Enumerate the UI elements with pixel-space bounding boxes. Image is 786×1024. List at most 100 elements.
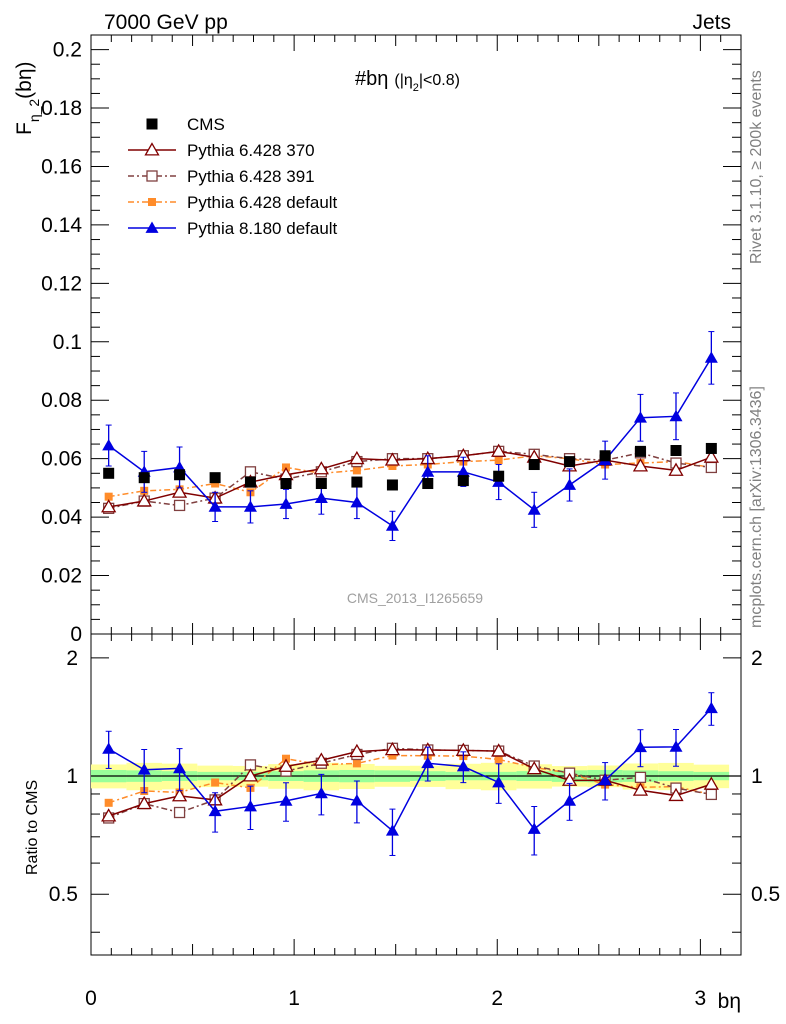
ratio-point-pythia-6-428-370: [278, 758, 294, 772]
ratio-point-pythia-8-180-default: [527, 822, 541, 834]
point-pythia-8-180-default: [563, 478, 577, 490]
ratio-point-pythia-8-180-default: [350, 794, 364, 806]
ratio-point-pythia-6-428-370: [526, 761, 542, 775]
point-cms: [528, 459, 540, 471]
ratio-point-pythia-8-180-default: [173, 761, 187, 774]
point-pythia-8-180-default: [456, 465, 470, 477]
ratio-point-pythia-6-428-391: [634, 771, 647, 784]
ratio-tick-label: 1: [66, 765, 78, 788]
ratio-point-pythia-8-180-default: [243, 799, 257, 812]
point-cms: [138, 472, 150, 484]
ratio-tick-label: 1: [751, 765, 763, 788]
point-cms: [457, 475, 469, 487]
y-tick-label: 0.08: [41, 389, 82, 412]
point-pythia-8-180-default: [102, 439, 116, 451]
ratio-point-pythia-6-428-370: [313, 752, 329, 766]
point-pythia-8-180-default: [527, 503, 541, 515]
point-pythia-6-428-370: [491, 443, 507, 457]
ratio-tick-label: 0.5: [49, 883, 78, 906]
x-axis-label: bη: [718, 990, 741, 1013]
ratio-point-pythia-6-428-370: [171, 788, 188, 802]
point-pythia-8-180-default: [633, 411, 647, 423]
y-tick-label: 0.18: [41, 97, 82, 120]
point-pythia-8-180-default: [421, 465, 435, 477]
ratio-point-pythia-8-180-default: [279, 794, 293, 806]
ratio-point-pythia-8-180-default: [598, 773, 612, 786]
point-pythia-6-428-370: [632, 458, 649, 472]
mcplots-source-label: mcplots.cern.ch [arXiv:1306.3436]: [748, 386, 765, 628]
ratio-point-pythia-6-428-370: [668, 787, 684, 802]
ratio-point-pythia-8-180-default: [563, 794, 577, 806]
point-pythia-8-180-default: [279, 497, 293, 509]
x-tick-label: 1: [288, 987, 300, 1010]
ratio-point-pythia-8-180-default: [102, 742, 116, 754]
ratio-tick-label: 0.5: [751, 883, 780, 906]
ratio-point-pythia-6-428-default: [211, 778, 220, 787]
ratio-point-pythia-6-428-370: [242, 768, 259, 782]
y-axis-label: Fη_2(bη): [13, 61, 42, 135]
ratio-point-pythia-6-428-370: [384, 741, 401, 756]
point-pythia-6-428-391: [173, 499, 186, 512]
x-tick-label: 3: [695, 987, 707, 1010]
ratio-panel: 0.5 0.5 1 1 2 2: [49, 633, 780, 956]
point-cms: [422, 478, 434, 490]
x-tick-label: 0: [85, 987, 97, 1010]
point-pythia-6-428-370: [668, 462, 684, 476]
point-cms: [705, 442, 717, 454]
legend-marker-pythia-6-428-370: [144, 142, 160, 156]
legend-marker-pythia-6-428-391: [146, 170, 158, 182]
plot-title-cond-sub: 2: [413, 82, 419, 94]
point-pythia-6-428-370: [136, 493, 152, 507]
ratio-point-pythia-6-428-default: [494, 755, 503, 764]
point-pythia-6-428-default: [494, 456, 503, 465]
point-pythia-6-428-370: [349, 450, 365, 465]
header-observable: Jets: [692, 11, 731, 34]
legend-marker-cms: [146, 118, 158, 130]
legend: CMS Pythia 6.428 370 Pythia 6.428 391 Pythi…: [128, 115, 338, 238]
y-tick-label: 0.14: [41, 214, 82, 237]
ratio-point-pythia-8-180-default: [137, 763, 151, 775]
ratio-line-pythia-6-428-370: [108, 748, 712, 817]
point-cms: [209, 472, 221, 484]
y-tick-label: 0.2: [53, 39, 82, 62]
point-cms: [315, 478, 327, 490]
ratio-point-pythia-6-428-370: [491, 743, 507, 757]
ratio-point-pythia-6-428-370: [136, 795, 152, 810]
point-cms: [103, 467, 115, 479]
series-line-pythia-8-180-default: [108, 357, 712, 527]
point-cms: [244, 476, 256, 488]
point-pythia-6-428-391: [705, 461, 717, 474]
point-cms: [634, 445, 646, 457]
point-pythia-8-180-default: [350, 496, 364, 508]
y-tick-label: 0.1: [53, 331, 82, 354]
header-process: 7000 GeV pp: [104, 11, 228, 34]
point-pythia-8-180-default: [704, 351, 718, 363]
point-pythia-8-180-default: [208, 500, 222, 512]
point-pythia-6-428-default: [211, 479, 220, 488]
y-axis-label-arg: (bη): [13, 61, 36, 98]
ratio-axis-label: Ratio to CMS: [24, 780, 41, 875]
point-cms: [280, 478, 292, 490]
point-pythia-8-180-default: [314, 491, 328, 504]
ratio-point-pythia-8-180-default: [314, 786, 328, 799]
point-pythia-8-180-default: [385, 519, 399, 531]
point-pythia-8-180-default: [243, 500, 257, 512]
plot-title-cond-end: |<0.8): [419, 72, 460, 89]
point-pythia-6-428-default: [352, 466, 361, 475]
ratio-point-pythia-8-180-default: [669, 740, 683, 752]
ratio-point-pythia-8-180-default: [208, 804, 222, 817]
analysis-watermark: CMS_2013_I1265659: [347, 590, 483, 606]
ratio-point-pythia-8-180-default: [456, 760, 470, 772]
point-cms: [174, 469, 186, 481]
main-panel: 0 0.02 0.04 0.06 0.08 0.1 0.12 0.14 0.16 0.18 0.2: [41, 34, 742, 646]
point-cms: [386, 479, 398, 491]
point-cms: [351, 476, 363, 488]
ratio-point-pythia-8-180-default: [421, 756, 435, 769]
point-pythia-8-180-default: [669, 409, 683, 422]
point-pythia-6-428-370: [171, 484, 188, 498]
point-pythia-6-428-default: [104, 492, 113, 501]
ratio-point-pythia-6-428-370: [101, 808, 117, 822]
ratio-tick-label: 2: [66, 647, 78, 670]
point-pythia-6-428-default: [388, 461, 397, 470]
